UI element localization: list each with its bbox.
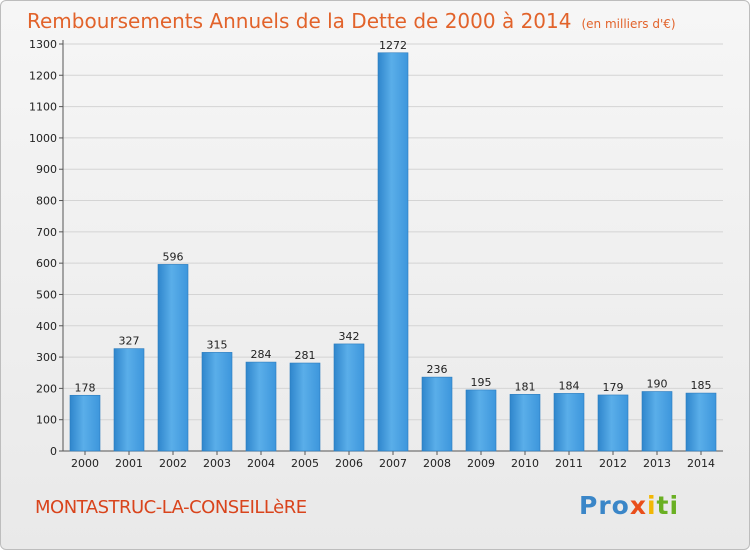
- y-tick-label-800: 800: [36, 195, 57, 208]
- y-tick-label-200: 200: [36, 382, 57, 395]
- y-tick-label-300: 300: [36, 351, 57, 364]
- x-tick-label-2011: 2011: [555, 457, 583, 470]
- label-layer: 178 2000 327 2001 596 2002 315 2003 284 2004 281 20…: [71, 39, 715, 470]
- value-label-2014: 185: [691, 379, 712, 392]
- bar-2004: [245, 361, 277, 452]
- bar-2009: [465, 389, 497, 452]
- x-tick-label-2006: 2006: [335, 457, 363, 470]
- x-tick-label-2003: 2003: [203, 457, 231, 470]
- value-label-2010: 181: [515, 380, 536, 393]
- value-label-2003: 315: [207, 338, 228, 351]
- x-tick-label-2004: 2004: [247, 457, 275, 470]
- bar-2007: [377, 52, 409, 452]
- x-tick-label-2007: 2007: [379, 457, 407, 470]
- x-tick-label-2010: 2010: [511, 457, 539, 470]
- bar-2014: [685, 392, 717, 452]
- bar-2000: [69, 394, 101, 452]
- x-tick-label-2009: 2009: [467, 457, 495, 470]
- logo-part-1: Pro: [579, 491, 630, 520]
- chart-title-text: Remboursements Annuels de la Dette de 20…: [27, 9, 572, 33]
- logo-part-4: ti: [656, 491, 680, 520]
- y-tick-label-700: 700: [36, 226, 57, 239]
- value-label-2009: 195: [471, 376, 492, 389]
- bar-2013: [641, 391, 673, 452]
- x-tick-label-2008: 2008: [423, 457, 451, 470]
- chart-unit-note: (en milliers d'€): [581, 17, 676, 31]
- bar-2010: [509, 394, 541, 452]
- x-tick-label-2012: 2012: [599, 457, 627, 470]
- bar-layer: [69, 52, 717, 452]
- y-tick-label-1100: 1100: [29, 101, 57, 114]
- value-label-2004: 284: [251, 348, 272, 361]
- bar-2012: [597, 394, 629, 452]
- x-tick-label-2002: 2002: [159, 457, 187, 470]
- y-tick-label-1300: 1300: [29, 38, 57, 51]
- y-tick-label-1000: 1000: [29, 132, 57, 145]
- proxiti-logo: Proxiti: [579, 491, 679, 520]
- y-tick-label-900: 900: [36, 163, 57, 176]
- x-tick-label-2014: 2014: [687, 457, 715, 470]
- logo-part-3: i: [646, 491, 657, 520]
- value-label-2000: 178: [75, 381, 96, 394]
- x-tick-label-2001: 2001: [115, 457, 143, 470]
- bar-2005: [289, 362, 321, 452]
- logo-part-2: x: [629, 491, 647, 520]
- bar-2001: [113, 348, 145, 452]
- y-tick-label-1200: 1200: [29, 69, 57, 82]
- x-tick-label-2013: 2013: [643, 457, 671, 470]
- y-tick-label-0: 0: [50, 445, 57, 458]
- value-label-2008: 236: [427, 363, 448, 376]
- value-label-2002: 596: [163, 250, 184, 263]
- bar-2002: [157, 264, 189, 452]
- x-tick-label-2005: 2005: [291, 457, 319, 470]
- value-label-2013: 190: [647, 378, 668, 391]
- bar-2011: [553, 393, 585, 452]
- bar-2003: [201, 352, 233, 452]
- bar-2006: [333, 343, 365, 452]
- value-label-2006: 342: [339, 330, 360, 343]
- y-tick-label-400: 400: [36, 320, 57, 333]
- value-label-2001: 327: [119, 335, 140, 348]
- value-label-2011: 184: [559, 379, 580, 392]
- commune-name: MONTASTRUC-LA-CONSEILLèRE: [35, 497, 307, 518]
- x-tick-label-2000: 2000: [71, 457, 99, 470]
- y-tick-label-100: 100: [36, 414, 57, 427]
- y-tick-label-600: 600: [36, 257, 57, 270]
- value-label-2005: 281: [295, 349, 316, 362]
- chart-title: Remboursements Annuels de la Dette de 20…: [27, 9, 676, 33]
- value-label-2012: 179: [603, 381, 624, 394]
- bar-2008: [421, 376, 453, 452]
- value-label-2007: 1272: [379, 39, 407, 52]
- y-tick-label-500: 500: [36, 288, 57, 301]
